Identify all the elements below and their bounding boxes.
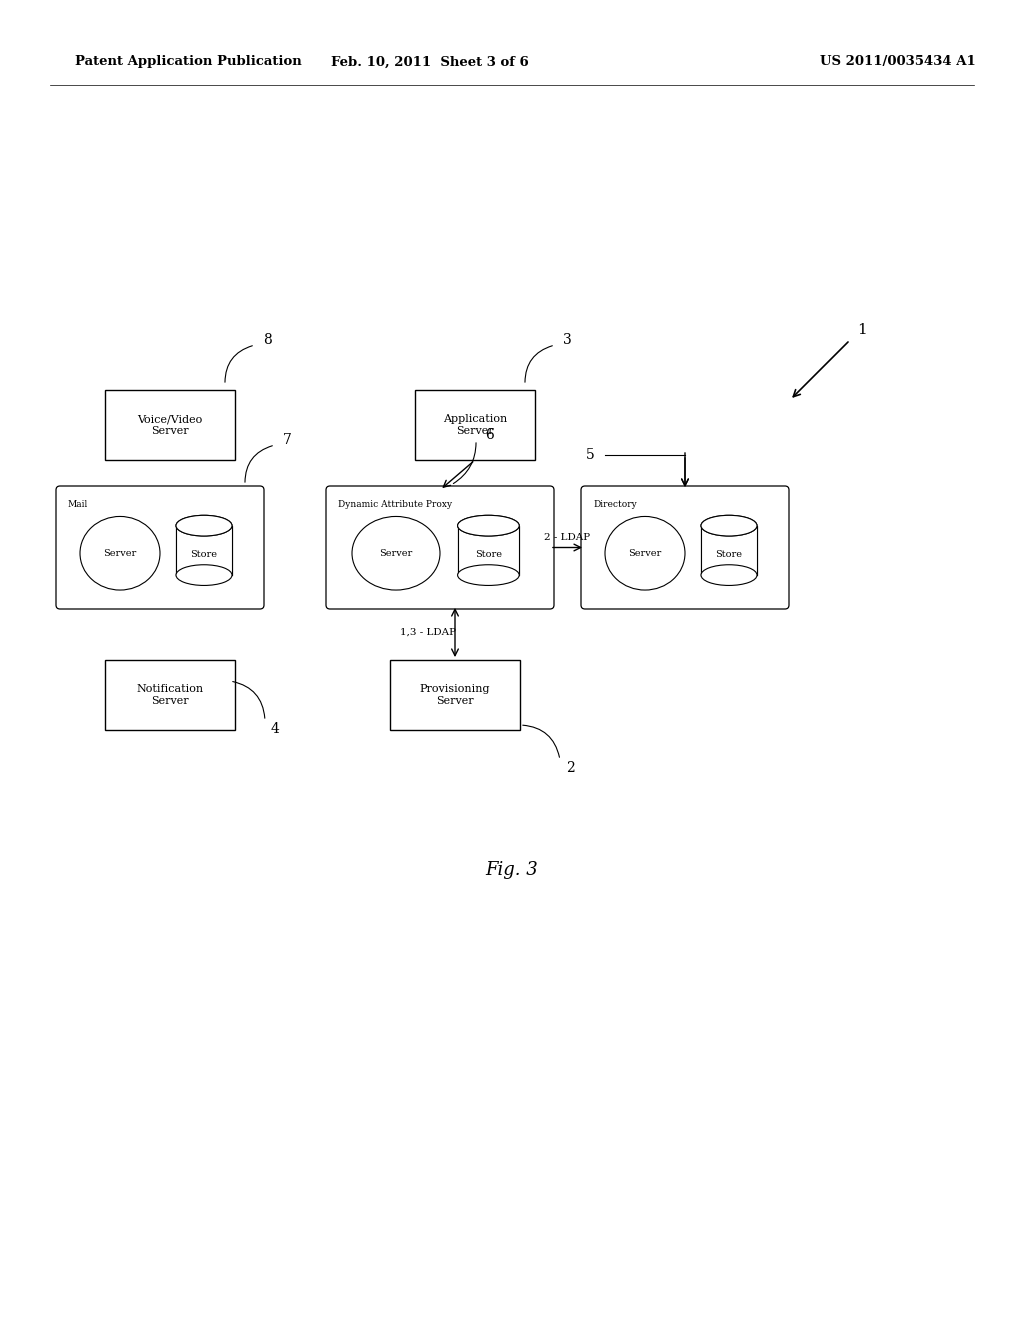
- Bar: [176, 525, 232, 576]
- Bar: [176, 525, 232, 576]
- Text: 6: 6: [484, 428, 494, 442]
- Ellipse shape: [701, 565, 757, 586]
- Text: Store: Store: [190, 549, 217, 558]
- Text: Feb. 10, 2011  Sheet 3 of 6: Feb. 10, 2011 Sheet 3 of 6: [331, 55, 528, 69]
- Ellipse shape: [458, 515, 519, 536]
- Ellipse shape: [352, 516, 440, 590]
- Ellipse shape: [701, 515, 757, 536]
- Ellipse shape: [176, 515, 232, 536]
- Bar: [415, 389, 535, 459]
- Text: Voice/Video
Server: Voice/Video Server: [137, 414, 203, 436]
- Text: 1: 1: [857, 323, 867, 337]
- Text: Server: Server: [379, 549, 413, 558]
- Bar: [105, 389, 234, 459]
- Bar: [701, 525, 757, 576]
- Text: 4: 4: [270, 722, 280, 737]
- Text: Store: Store: [716, 549, 742, 558]
- Text: 8: 8: [262, 333, 271, 347]
- Ellipse shape: [176, 515, 232, 536]
- Text: 7: 7: [283, 433, 292, 447]
- Ellipse shape: [458, 515, 519, 536]
- Text: Store: Store: [475, 549, 502, 558]
- Ellipse shape: [701, 515, 757, 536]
- Text: US 2011/0035434 A1: US 2011/0035434 A1: [820, 55, 976, 69]
- Text: Patent Application Publication: Patent Application Publication: [75, 55, 302, 69]
- Text: 2 - LDAP: 2 - LDAP: [545, 533, 591, 543]
- Ellipse shape: [605, 516, 685, 590]
- Text: Application
Server: Application Server: [442, 414, 507, 436]
- Bar: [105, 660, 234, 730]
- Bar: [458, 525, 519, 576]
- FancyBboxPatch shape: [56, 486, 264, 609]
- Ellipse shape: [176, 565, 232, 586]
- FancyBboxPatch shape: [326, 486, 554, 609]
- Text: 5: 5: [587, 447, 595, 462]
- Ellipse shape: [458, 565, 519, 586]
- Text: Notification
Server: Notification Server: [136, 684, 204, 706]
- Text: Server: Server: [629, 549, 662, 558]
- Ellipse shape: [80, 516, 160, 590]
- Text: 1,3 - LDAP: 1,3 - LDAP: [400, 628, 456, 638]
- Text: Dynamic Attribute Proxy: Dynamic Attribute Proxy: [338, 500, 453, 510]
- Text: Directory: Directory: [593, 500, 637, 510]
- Text: Server: Server: [103, 549, 136, 558]
- Bar: [458, 525, 519, 576]
- Text: Provisioning
Server: Provisioning Server: [420, 684, 490, 706]
- Text: 2: 2: [565, 762, 574, 775]
- Text: Fig. 3: Fig. 3: [485, 861, 539, 879]
- Text: Mail: Mail: [68, 500, 88, 510]
- Bar: [701, 525, 757, 576]
- FancyBboxPatch shape: [581, 486, 790, 609]
- Bar: [390, 660, 520, 730]
- Text: 3: 3: [562, 333, 571, 347]
